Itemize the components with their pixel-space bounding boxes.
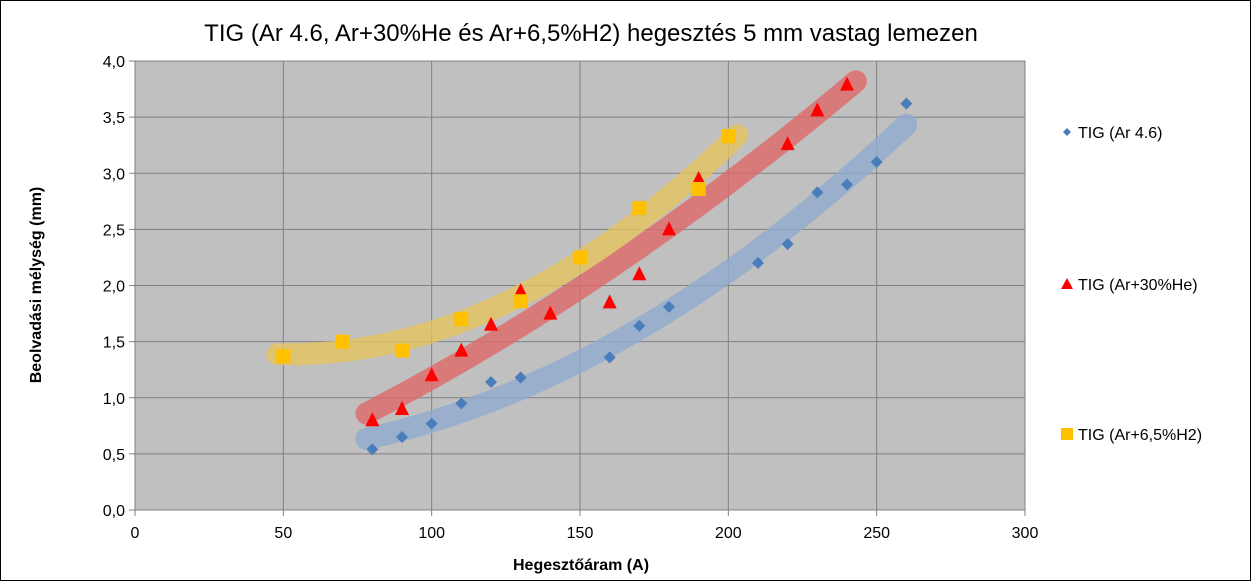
data-point [632,266,647,281]
data-point [454,312,469,327]
x-tick-label: 200 [715,525,742,542]
data-point [603,351,616,364]
legend-label: TIG (Ar+30%He) [1078,277,1198,294]
data-point [810,102,825,117]
data-point [365,412,380,427]
y-tick-label: 1,5 [103,335,125,352]
legend-marker [1061,278,1073,289]
data-point [662,221,676,236]
data-point [485,376,497,389]
data-points [276,76,913,456]
data-point [454,342,469,357]
data-point [543,305,558,320]
trend-band [266,124,749,366]
data-point [455,397,468,410]
y-tick-label: 0,0 [103,503,125,520]
legend-label: TIG (Ar 4.6) [1078,125,1162,142]
x-axis-label: Hegesztőáram (A) [513,557,649,574]
legend-marker [1063,128,1071,136]
data-point [781,237,794,250]
y-tick-label: 0,5 [103,447,125,464]
y-tick-label: 3,0 [103,166,125,183]
data-point [752,257,764,270]
y-tick-label: 2,5 [103,222,125,239]
data-point [663,300,675,313]
y-tick-label: 2,0 [103,279,125,296]
x-tick-label: 150 [567,525,594,542]
data-point [691,170,706,185]
data-point [424,367,439,382]
data-point [335,334,350,349]
data-point [395,400,409,415]
y-tick-label: 4,0 [103,54,125,71]
x-tick-label: 0 [131,525,140,542]
data-point [870,156,883,169]
trend-band [355,70,867,425]
data-point [395,343,409,358]
data-point [633,319,646,332]
y-axis-label: Beolvadási mélység (mm) [28,187,45,384]
trend-curves [266,70,918,450]
y-tick-label: 3,5 [103,110,125,127]
legend-label: TIG (Ar+6,5%H2) [1078,427,1202,444]
legend: TIG (Ar 4.6) TIG (Ar+30%He) TIG (Ar+6,5%H2… [1061,125,1202,444]
x-tick-label: 250 [863,525,890,542]
x-axis-ticks: 0 50 100 150 200 250 300 [131,510,1039,542]
data-point [780,136,795,151]
data-point [632,201,647,216]
data-point [514,371,527,384]
data-point [484,316,498,331]
data-point [425,417,438,430]
y-tick-label: 1,0 [103,391,125,408]
data-point [811,186,824,199]
data-point [691,181,706,196]
legend-marker [1061,428,1073,440]
data-point [396,431,408,444]
data-point [513,283,528,298]
data-point [366,443,379,456]
data-point [900,97,913,110]
trend-band [355,113,918,450]
data-point [840,76,854,91]
data-point [721,129,736,144]
data-point [276,349,291,364]
chart-title: TIG (Ar 4.6, Ar+30%He és Ar+6,5%H2) hege… [204,20,978,47]
y-axis-ticks: 0,0 0,5 1,0 1,5 2,0 2,5 3,0 3,5 4,0 [103,54,135,520]
x-tick-label: 50 [274,525,292,542]
data-point [513,294,528,309]
data-point [573,250,587,265]
x-tick-label: 300 [1012,525,1039,542]
x-tick-label: 100 [418,525,445,542]
data-point [841,178,853,191]
data-point [602,294,617,309]
